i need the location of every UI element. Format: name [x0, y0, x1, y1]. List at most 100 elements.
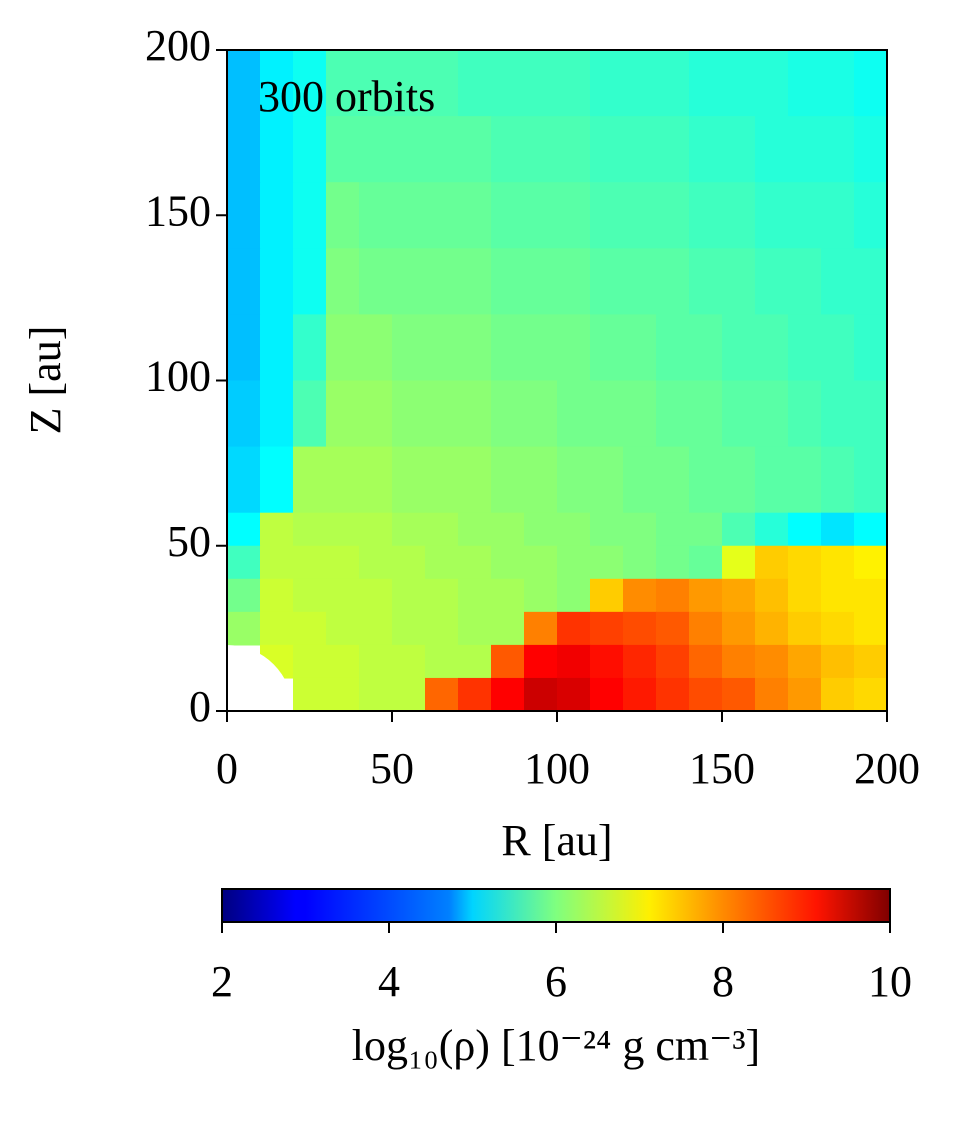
heatmap-cell: [227, 50, 261, 117]
colorbar-tick-label: 6: [545, 957, 567, 1006]
heatmap-cell: [392, 446, 426, 514]
heatmap-cell: [227, 545, 261, 580]
heatmap-cell: [524, 611, 558, 646]
heatmap-cell: [722, 578, 756, 613]
heatmap-cell: [755, 578, 789, 613]
heatmap-cell: [722, 116, 756, 183]
heatmap-cell: [854, 644, 887, 679]
heatmap-cell: [755, 611, 789, 646]
heatmap-cell: [623, 644, 657, 679]
heatmap-cell: [425, 545, 459, 580]
heatmap-cell: [689, 314, 723, 382]
inner-boundary: [227, 645, 293, 711]
heatmap-cell: [458, 314, 492, 382]
heatmap-cell: [491, 116, 525, 183]
heatmap-cell: [392, 578, 426, 613]
heatmap-cell: [491, 50, 525, 117]
heatmap-cell: [722, 182, 756, 249]
heatmap-cell: [788, 512, 822, 547]
heatmap-cell: [590, 644, 624, 679]
heatmap-cell: [359, 50, 393, 117]
x-tick-label: 0: [216, 744, 238, 793]
heatmap-cell: [359, 248, 393, 315]
heatmap-cell: [590, 314, 624, 382]
heatmap-cell: [788, 446, 822, 514]
heatmap-cell: [425, 182, 459, 249]
heatmap-cell: [755, 116, 789, 183]
heatmap-cell: [491, 446, 525, 514]
heatmap-cell: [425, 116, 459, 183]
heatmap-cell: [854, 182, 887, 249]
heatmap-cell: [293, 380, 327, 448]
heatmap-cell: [656, 512, 690, 547]
heatmap-cell: [227, 116, 261, 183]
heatmap-cell: [788, 677, 822, 711]
heatmap-cell: [656, 545, 690, 580]
heatmap-cell: [788, 578, 822, 613]
heatmap-cell: [689, 50, 723, 117]
heatmap-cell: [392, 182, 426, 249]
heatmap-cell: [326, 578, 360, 613]
heatmap-cell: [755, 644, 789, 679]
heatmap-cell: [821, 578, 855, 613]
heatmap-cell: [689, 644, 723, 679]
heatmap-cell: [689, 611, 723, 646]
heatmap-cell: [623, 380, 657, 448]
heatmap-cell: [359, 446, 393, 514]
heatmap-cell: [854, 446, 887, 514]
heatmap-cell: [293, 512, 327, 547]
y-tick-label: 200: [145, 21, 211, 70]
heatmap-cell: [458, 578, 492, 613]
heatmap-cell: [326, 182, 360, 249]
heatmap-cell: [788, 611, 822, 646]
heatmap-cell: [491, 644, 525, 679]
heatmap-cell: [821, 248, 855, 315]
heatmap-cell: [359, 644, 393, 679]
heatmap-cell: [821, 380, 855, 448]
heatmap-cell: [689, 182, 723, 249]
heatmap-cell: [590, 512, 624, 547]
heatmap-cell: [293, 50, 327, 117]
heatmap-cell: [788, 50, 822, 117]
heatmap-cell: [326, 314, 360, 382]
heatmap-cell: [623, 182, 657, 249]
heatmap-cell: [689, 578, 723, 613]
heatmap-cell: [491, 677, 525, 711]
colorbar-tick-label: 10: [868, 957, 912, 1006]
heatmap-cell: [623, 545, 657, 580]
x-axis-label: R [au]: [501, 816, 612, 865]
heatmap-cell: [623, 512, 657, 547]
heatmap-cell: [854, 578, 887, 613]
heatmap-cell: [623, 116, 657, 183]
heatmap-cell: [821, 50, 855, 117]
colorbar-tick-label: 2: [211, 957, 233, 1006]
heatmap-cell: [689, 545, 723, 580]
heatmap-cell: [854, 50, 887, 117]
heatmap-cell: [260, 248, 294, 315]
heatmap-cell: [293, 446, 327, 514]
heatmap-cell: [689, 512, 723, 547]
heatmap-cell: [227, 512, 261, 547]
heatmap-cell: [458, 50, 492, 117]
heatmap-cell: [326, 116, 360, 183]
heatmap-cell: [854, 314, 887, 382]
heatmap-cell: [854, 248, 887, 315]
heatmap-cell: [293, 314, 327, 382]
heatmap-cell: [821, 314, 855, 382]
heatmap-cell: [260, 512, 294, 547]
heatmap-cell: [392, 116, 426, 183]
heatmap-cell: [392, 512, 426, 547]
heatmap-cell: [392, 611, 426, 646]
heatmap-cell: [524, 677, 558, 711]
heatmap-cell: [689, 446, 723, 514]
colorbar-tick-label: 4: [378, 957, 400, 1006]
heatmap-cell: [326, 545, 360, 580]
heatmap-cell: [326, 611, 360, 646]
heatmap-cell: [359, 380, 393, 448]
heatmap-cell: [458, 248, 492, 315]
heatmap-cell: [590, 380, 624, 448]
heatmap-cell: [854, 512, 887, 547]
heatmap-cell: [458, 545, 492, 580]
heatmap-cell: [227, 578, 261, 613]
heatmap-cell: [359, 545, 393, 580]
